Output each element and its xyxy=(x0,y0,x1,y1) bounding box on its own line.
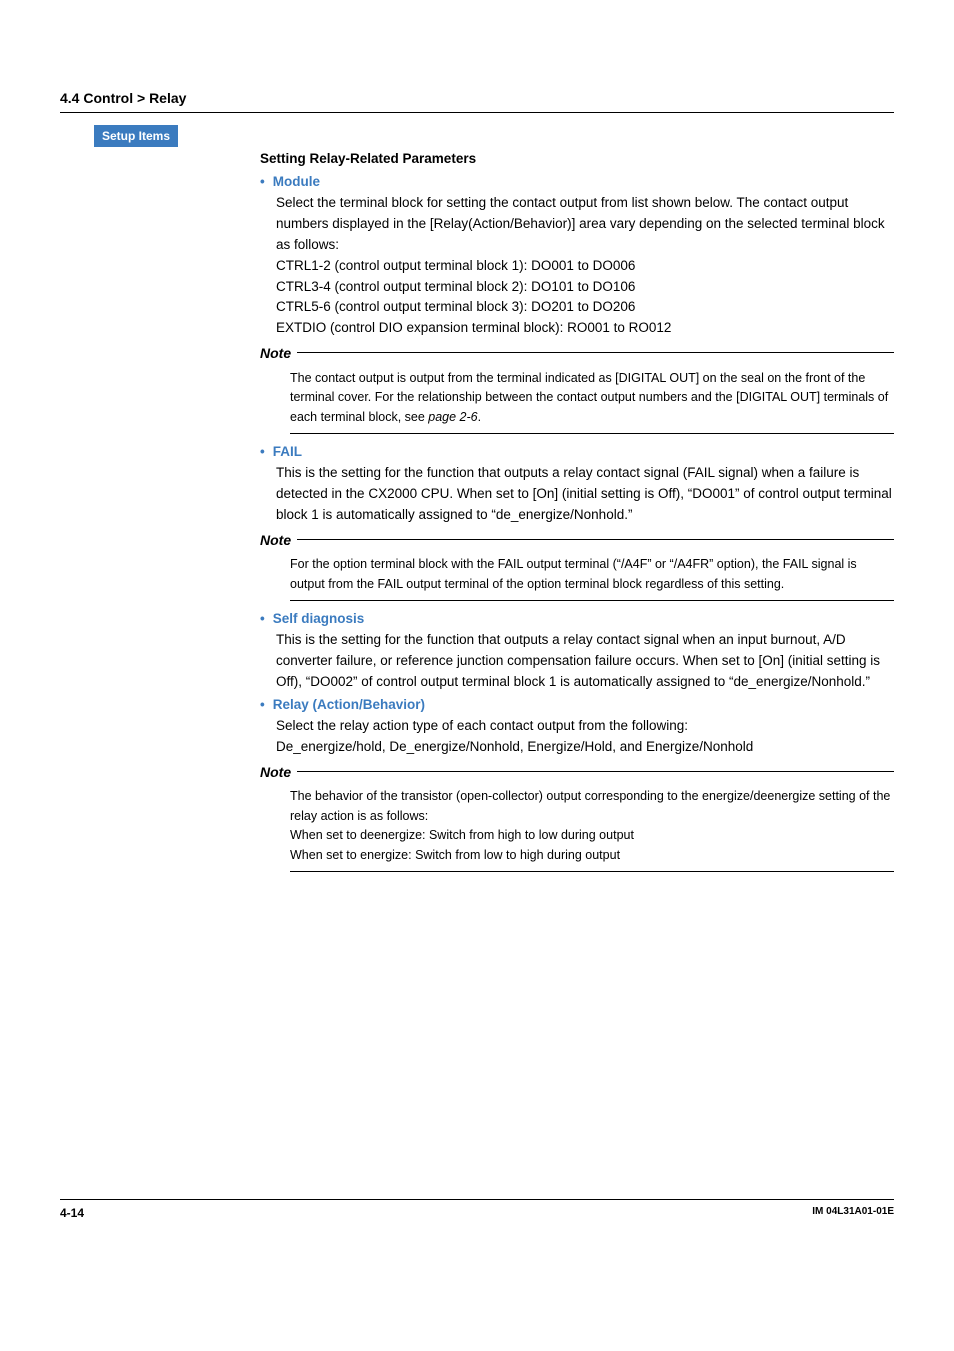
note3-l2: When set to deenergize: Switch from high… xyxy=(290,826,894,845)
section-header: 4.4 Control > Relay xyxy=(60,90,894,113)
fail-label: FAIL xyxy=(273,442,302,463)
note1-header: Note xyxy=(260,343,894,365)
module-l1: CTRL1-2 (control output terminal block 1… xyxy=(276,256,894,277)
module-body: Select the terminal block for setting th… xyxy=(276,193,894,339)
relay-body: Select the relay action type of each con… xyxy=(276,716,894,758)
fail-bullet: • FAIL xyxy=(260,442,894,463)
selfdiag-body: This is the setting for the function tha… xyxy=(276,630,894,693)
module-l3: CTRL5-6 (control output terminal block 3… xyxy=(276,297,894,318)
selfdiag-label: Self diagnosis xyxy=(273,609,365,630)
page-ref-link[interactable]: page 2-6 xyxy=(428,410,477,424)
note3-l3: When set to energize: Switch from low to… xyxy=(290,846,894,865)
bullet-icon: • xyxy=(260,442,265,463)
page-footer: 4-14 IM 04L31A01-01E xyxy=(60,1199,894,1220)
module-bullet: • Module xyxy=(260,172,894,193)
note-line-icon xyxy=(297,351,894,353)
bullet-icon: • xyxy=(260,695,265,716)
footer-doc-id: IM 04L31A01-01E xyxy=(812,1206,894,1220)
relay-l2: De_energize/hold, De_energize/Nonhold, E… xyxy=(276,737,894,758)
relay-bullet: • Relay (Action/Behavior) xyxy=(260,695,894,716)
relay-label: Relay (Action/Behavior) xyxy=(273,695,425,716)
note2-header: Note xyxy=(260,530,894,552)
selfdiag-bullet: • Self diagnosis xyxy=(260,609,894,630)
page-container: 4.4 Control > Relay Setup Items Setting … xyxy=(0,0,954,1260)
note1-body-a: The contact output is output from the te… xyxy=(290,371,888,424)
module-label: Module xyxy=(273,172,320,193)
setup-items-row: Setup Items xyxy=(60,125,894,147)
bullet-icon: • xyxy=(260,172,265,193)
setup-items-label: Setup Items xyxy=(94,125,178,147)
content-area: Setting Relay-Related Parameters • Modul… xyxy=(260,149,894,872)
footer-page-number: 4-14 xyxy=(60,1206,84,1220)
note2-label: Note xyxy=(260,530,291,552)
note2-body: For the option terminal block with the F… xyxy=(290,555,894,601)
bullet-icon: • xyxy=(260,609,265,630)
fail-body: This is the setting for the function tha… xyxy=(276,463,894,526)
note-line-icon xyxy=(297,770,894,772)
module-l4: EXTDIO (control DIO expansion terminal b… xyxy=(276,318,894,339)
note-line-icon xyxy=(297,538,894,540)
relay-l1: Select the relay action type of each con… xyxy=(276,716,894,737)
note1-body: The contact output is output from the te… xyxy=(290,369,894,434)
note3-label: Note xyxy=(260,762,291,784)
note3-l1: The behavior of the transistor (open-col… xyxy=(290,787,894,826)
note3-body: The behavior of the transistor (open-col… xyxy=(290,787,894,872)
module-p1: Select the terminal block for setting th… xyxy=(276,193,894,256)
note1-label: Note xyxy=(260,343,291,365)
setting-title: Setting Relay-Related Parameters xyxy=(260,149,894,170)
module-l2: CTRL3-4 (control output terminal block 2… xyxy=(276,277,894,298)
note3-header: Note xyxy=(260,762,894,784)
note1-body-b: . xyxy=(478,410,481,424)
